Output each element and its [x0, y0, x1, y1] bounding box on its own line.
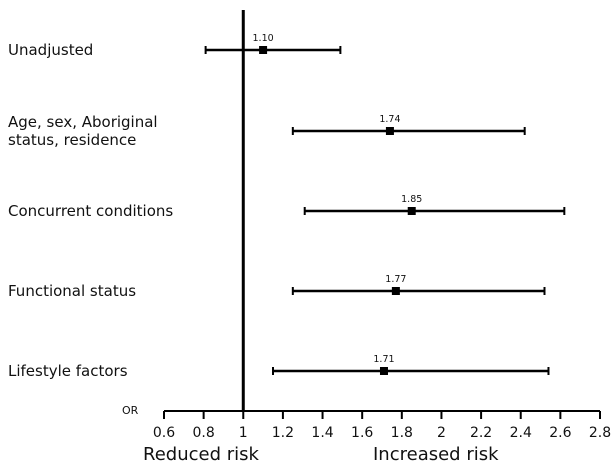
row-label-line: Functional status	[8, 282, 136, 300]
x-tick-label: 2.6	[549, 425, 571, 441]
point-estimate	[407, 207, 416, 215]
x-tick-label: 1	[239, 425, 248, 441]
x-tick-label: 0.6	[153, 425, 175, 441]
forest-row: Unadjusted 1.10	[8, 33, 342, 59]
left-region-label: Reduced risk	[143, 444, 260, 464]
row-label: Concurrent conditions	[8, 202, 173, 220]
forest-row: Age, sex, Aboriginal status, residence 1.7…	[8, 113, 526, 149]
axis-label: OR	[122, 404, 139, 417]
point-estimate	[391, 287, 400, 295]
estimate-label: 1.85	[401, 194, 422, 205]
row-label: Unadjusted	[8, 41, 93, 59]
x-tick-label: 1.2	[272, 425, 294, 441]
row-label: Age, sex, Aboriginal status, residence	[8, 113, 158, 149]
right-region-label: Increased risk	[373, 444, 499, 464]
point-estimate	[259, 46, 268, 54]
x-tick-label: 1.8	[391, 425, 413, 441]
point-estimate	[385, 127, 394, 135]
x-tick-label: 1.4	[311, 425, 333, 441]
x-tick-label: 2.4	[510, 425, 532, 441]
x-tick-label: 2.8	[589, 425, 611, 441]
point-estimate	[379, 367, 388, 375]
x-axis: 0.6 0.8 1 1.2 1.4 1.6 1.8 2 2.2 2.4 2.6 2.8	[153, 410, 611, 441]
row-label-line: Lifestyle factors	[8, 362, 128, 380]
x-tick-label: 2	[437, 425, 446, 441]
rows-layer: Unadjusted 1.10 Age, sex, Aboriginal status…	[8, 33, 566, 380]
row-label-line: Concurrent conditions	[8, 202, 173, 220]
row-label-line: status, residence	[8, 131, 136, 149]
x-tick-label: 1.6	[351, 425, 373, 441]
row-label: Functional status	[8, 282, 136, 300]
row-label-line: Unadjusted	[8, 41, 93, 59]
forest-row: Functional status 1.77	[8, 274, 546, 300]
estimate-label: 1.10	[253, 33, 274, 44]
estimate-label: 1.74	[379, 114, 400, 125]
forest-row: Concurrent conditions 1.85	[8, 194, 566, 220]
row-label-line: Age, sex, Aboriginal	[8, 113, 158, 131]
row-label: Lifestyle factors	[8, 362, 128, 380]
estimate-label: 1.71	[373, 354, 394, 365]
estimate-label: 1.77	[385, 274, 406, 285]
forest-row: Lifestyle factors 1.71	[8, 354, 550, 380]
x-tick-label: 0.8	[193, 425, 215, 441]
x-tick-label: 2.2	[470, 425, 492, 441]
